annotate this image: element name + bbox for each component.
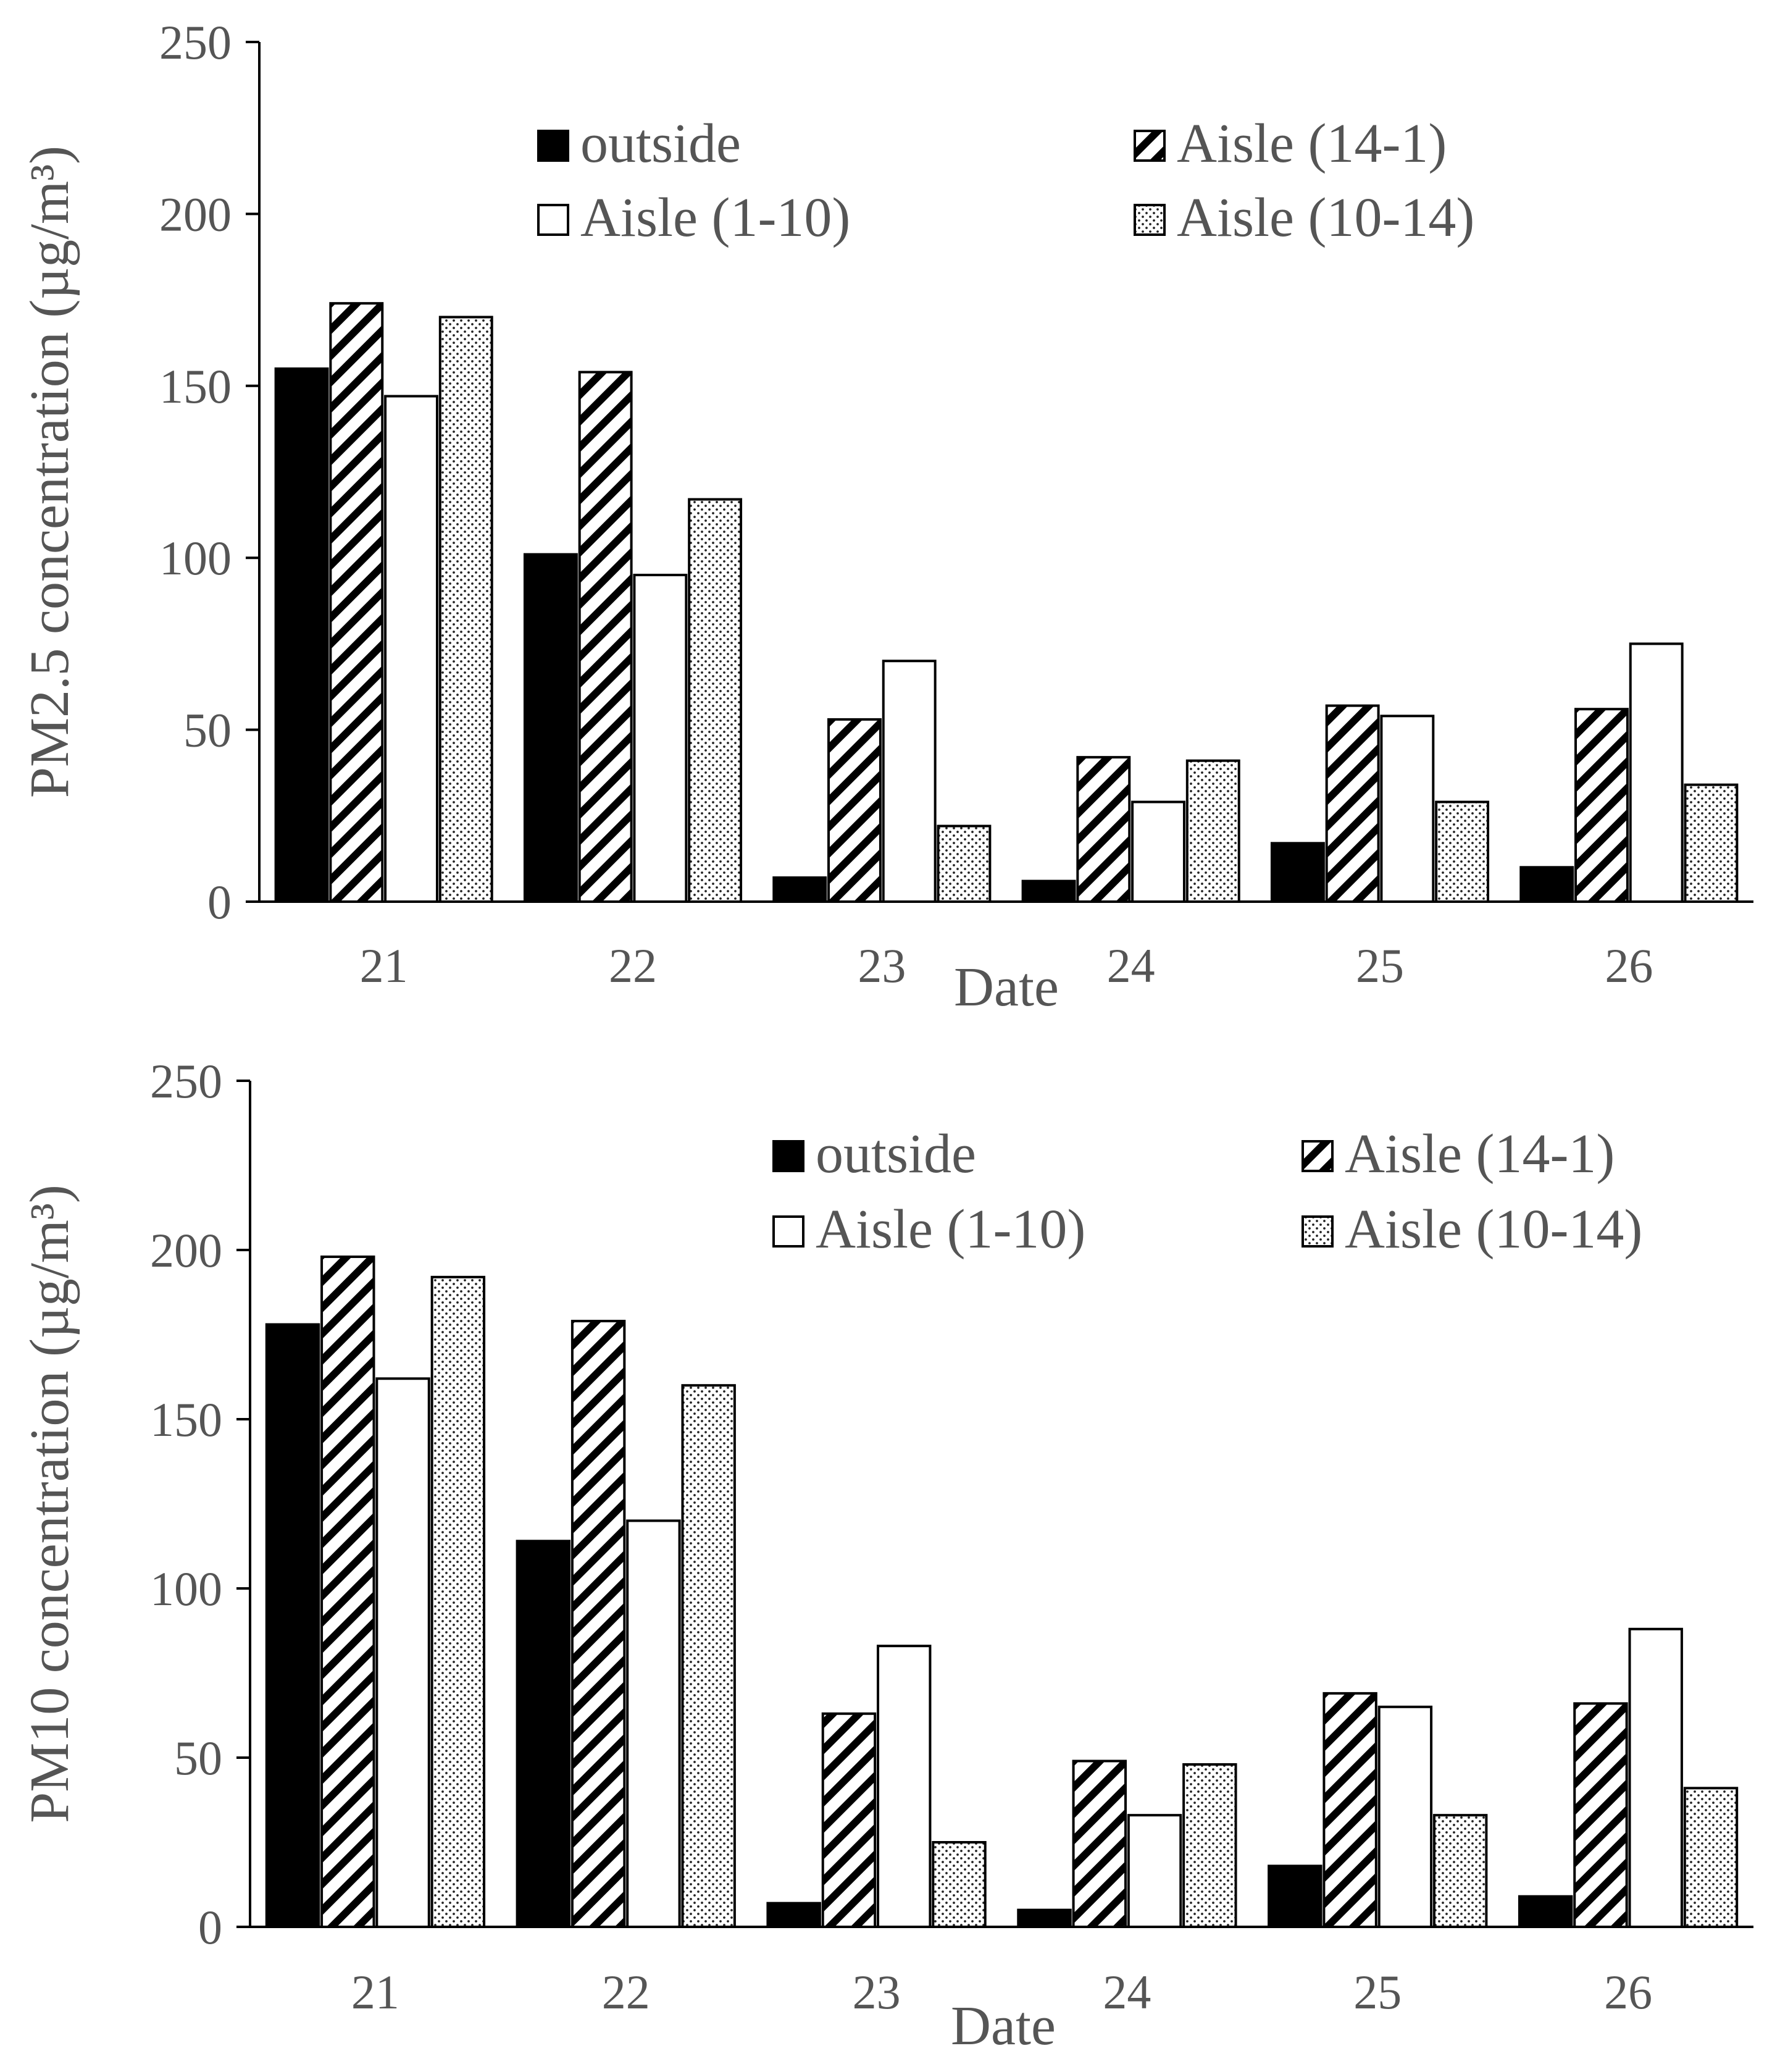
y-tick-label: 150	[150, 1393, 222, 1446]
y-tick-label: 50	[183, 703, 232, 757]
legend-swatch-aisle-1-10	[537, 204, 569, 236]
bar-aisle-1-10-25	[1380, 715, 1435, 903]
legend-label-aisle-1-10: Aisle (1-10)	[816, 1199, 1085, 1260]
bar-outside-25	[1270, 842, 1325, 903]
bar-aisle-10-14-22	[681, 1384, 736, 1928]
y-tick-label: 250	[150, 1054, 222, 1108]
bar-aisle-10-14-25	[1435, 800, 1490, 903]
y-tick-label: 50	[174, 1731, 222, 1785]
x-tick-label: 21	[351, 1965, 399, 2019]
bar-outside-22	[516, 1540, 571, 1928]
x-tick-label: 23	[853, 1965, 901, 2019]
bar-outside-25	[1268, 1864, 1322, 1929]
legend-swatch-aisle-10-14	[1134, 204, 1166, 236]
x-tick-label: 25	[1356, 939, 1404, 992]
legend: outside Aisle (14-1) Aisle (1-10) Aisle (10…	[537, 113, 1474, 248]
legend-label-aisle-10-14: Aisle (10-14)	[1177, 187, 1474, 248]
legend-label-aisle-14-1: Aisle (14-1)	[1345, 1123, 1615, 1185]
legend-swatch-aisle-10-14	[1302, 1215, 1334, 1248]
y-tick-label: 0	[207, 875, 232, 929]
x-tick-label: 22	[609, 939, 657, 992]
bar-aisle-14-1-26	[1574, 708, 1629, 904]
bar-aisle-1-10-21	[384, 395, 438, 903]
bar-aisle-1-10-24	[1127, 1814, 1182, 1928]
legend-label-outside: outside	[580, 113, 741, 174]
bar-aisle-14-1-21	[320, 1255, 375, 1928]
bar-aisle-10-14-21	[438, 316, 493, 903]
legend-swatch-outside	[537, 130, 569, 162]
bar-aisle-1-10-24	[1131, 800, 1185, 903]
y-tick-label: 0	[198, 1900, 222, 1954]
y-axis-title: PM2.5 concentration (µg/m³)	[19, 146, 80, 798]
bar-aisle-14-1-23	[827, 718, 882, 903]
bar-outside-23	[772, 876, 827, 904]
bar-aisle-1-10-22	[626, 1519, 681, 1928]
x-tick-label: 26	[1605, 939, 1653, 992]
bar-outside-23	[766, 1902, 821, 1928]
legend-swatch-aisle-1-10	[772, 1215, 804, 1248]
bar-aisle-14-1-24	[1076, 756, 1131, 904]
bar-aisle-10-14-24	[1185, 759, 1240, 904]
y-axis-title: PM10 concentration (µg/m³)	[19, 1185, 80, 1823]
y-tick-label: 200	[159, 187, 232, 241]
bar-outside-21	[265, 1323, 320, 1929]
bar-aisle-14-1-21	[329, 302, 384, 903]
bar-aisle-14-1-25	[1322, 1692, 1377, 1928]
x-axis-title: Date	[954, 957, 1059, 1018]
legend-swatch-outside	[772, 1140, 804, 1172]
bar-aisle-10-14-22	[688, 498, 743, 903]
bar-outside-26	[1519, 866, 1574, 903]
legend-label-aisle-1-10: Aisle (1-10)	[580, 187, 850, 248]
bar-outside-22	[523, 553, 578, 903]
y-tick-label: 100	[150, 1562, 222, 1616]
bar-aisle-14-1-25	[1325, 704, 1380, 904]
bar-aisle-14-1-24	[1072, 1760, 1127, 1928]
bar-aisle-10-14-26	[1684, 783, 1739, 903]
bar-aisle-10-14-21	[430, 1275, 486, 1929]
bar-outside-24	[1017, 1908, 1072, 1929]
x-tick-label: 26	[1604, 1965, 1652, 2019]
bar-aisle-14-1-26	[1573, 1702, 1628, 1929]
bar-aisle-1-10-23	[882, 660, 937, 903]
x-tick-label: 23	[858, 939, 906, 992]
chart-1: 0 50 100 150 200 250 21 22 23 24 25 26 PM2.5 concent…	[19, 15, 1753, 1018]
bar-aisle-1-10-22	[633, 574, 688, 903]
legend-swatch-aisle-14-1	[1134, 130, 1166, 162]
x-tick-label: 22	[602, 1965, 650, 2019]
x-tick-label: 25	[1353, 1965, 1402, 2019]
x-tick-label: 24	[1107, 939, 1155, 992]
bar-aisle-14-1-22	[578, 371, 633, 903]
bar-aisle-10-14-23	[937, 824, 992, 904]
bar-aisle-14-1-23	[821, 1712, 877, 1928]
chart-2: 0 50 100 150 200 250 21 22 23 24 25 26 PM10 concentr…	[19, 1054, 1753, 2057]
x-tick-label: 24	[1103, 1965, 1151, 2019]
x-axis-title: Date	[951, 1995, 1056, 2057]
bar-aisle-14-1-22	[570, 1320, 626, 1929]
bar-aisle-10-14-26	[1683, 1787, 1739, 1929]
bar-aisle-10-14-24	[1182, 1763, 1237, 1928]
legend-label-aisle-10-14: Aisle (10-14)	[1345, 1199, 1642, 1260]
bar-aisle-1-10-21	[375, 1377, 430, 1928]
bar-aisle-1-10-25	[1377, 1705, 1433, 1929]
y-tick-label: 200	[150, 1223, 222, 1277]
legend-label-aisle-14-1: Aisle (14-1)	[1177, 113, 1447, 174]
legend: outside Aisle (14-1) Aisle (1-10) Aisle (10…	[772, 1123, 1642, 1260]
bar-aisle-1-10-26	[1628, 1627, 1683, 1928]
bar-outside-24	[1021, 879, 1076, 904]
legend-label-outside: outside	[816, 1123, 976, 1185]
bar-aisle-10-14-25	[1432, 1814, 1488, 1928]
bar-outside-26	[1518, 1895, 1573, 1928]
bar-aisle-10-14-23	[932, 1841, 987, 1928]
bar-outside-21	[274, 367, 329, 903]
y-tick-label: 100	[159, 531, 232, 585]
bar-aisle-1-10-23	[877, 1645, 932, 1928]
x-tick-label: 21	[360, 939, 408, 992]
bar-aisle-1-10-26	[1629, 642, 1684, 904]
y-tick-label: 250	[159, 15, 232, 69]
y-tick-label: 150	[159, 359, 232, 413]
legend-swatch-aisle-14-1	[1302, 1140, 1334, 1172]
